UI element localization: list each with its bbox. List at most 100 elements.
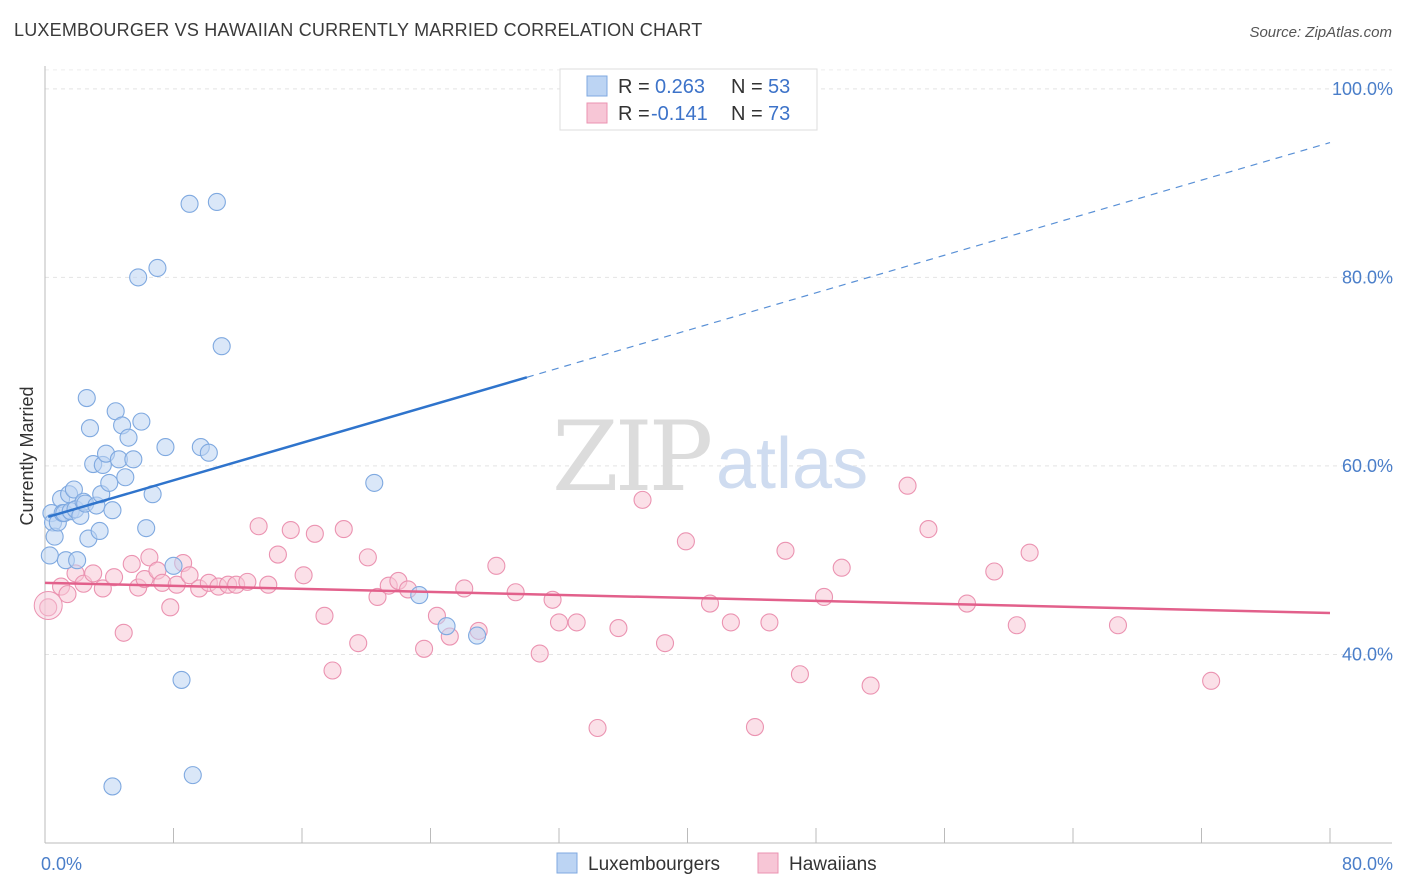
hawaiian-point <box>985 562 1004 581</box>
bottom-legend-label-hawaiians: Hawaiians <box>789 854 877 875</box>
luxembourger-point <box>124 450 143 469</box>
hawaiian-point <box>455 579 474 598</box>
luxembourger-point <box>148 258 167 278</box>
luxembourger-point <box>103 777 122 796</box>
hawaiian-point <box>39 598 58 617</box>
hawaiian-point <box>140 548 159 567</box>
hawaiian-point <box>760 613 779 632</box>
data-points <box>33 192 1221 796</box>
y-tick-label: 60.0% <box>1342 456 1393 476</box>
hawaiian-point <box>268 545 287 564</box>
legend-r-value-1: 0.263 <box>655 76 705 98</box>
x-tick-label: 0.0% <box>41 854 82 874</box>
luxembourger-point <box>199 443 218 462</box>
hawaiian-point <box>249 517 268 536</box>
hawaiian-point <box>281 520 300 540</box>
watermark-atlas: atlas <box>716 424 868 504</box>
hawaiian-point <box>1202 671 1221 690</box>
luxembourger-point <box>410 586 429 605</box>
hawaiian-point <box>567 613 586 632</box>
hawaiian-point <box>305 524 324 543</box>
hawaiian-point <box>33 590 63 620</box>
luxembourger-point <box>129 268 148 287</box>
luxembourger-point <box>156 438 175 457</box>
legend-swatch-hawaiians <box>586 102 608 124</box>
bottom-legend-label-luxembourgers: Luxembourgers <box>588 854 720 875</box>
hawaiian-point <box>506 583 525 602</box>
luxembourger-point <box>164 556 183 575</box>
y-tick-label: 80.0% <box>1342 267 1393 287</box>
luxembourger-point <box>40 546 59 565</box>
y-axis-label: Currently Married <box>17 386 37 525</box>
luxembourger-point <box>100 473 119 492</box>
hawaiian-point <box>1020 543 1039 562</box>
luxembourger-point <box>119 428 138 447</box>
luxembourger-point <box>172 670 191 689</box>
luxembourger-point <box>183 766 202 785</box>
legend-r-value-2: -0.141 <box>651 103 708 125</box>
hawaiian-point <box>368 587 387 607</box>
hawaiian-point <box>633 490 652 509</box>
grid-lines <box>45 69 1392 655</box>
legend-n-label-1: N = <box>731 76 763 98</box>
hawaiian-point <box>84 564 103 583</box>
axes <box>44 66 1392 844</box>
luxembourger-point <box>212 337 231 356</box>
hawaiian-point <box>814 587 834 607</box>
hawaiian-point <box>530 644 549 663</box>
luxembourger-point <box>468 626 487 645</box>
luxembourger-point <box>64 480 83 499</box>
chart-title: LUXEMBOURGER VS HAWAIIAN CURRENTLY MARRI… <box>14 20 703 40</box>
hawaiian-point <box>358 548 377 567</box>
legend-n-label-2: N = <box>731 103 763 125</box>
luxembourger-point <box>103 501 122 520</box>
hawaiian-point <box>549 613 569 632</box>
luxembourger-trend-line <box>47 376 528 519</box>
legend-n-value-2: 73 <box>768 103 790 125</box>
hawaiian-point <box>832 558 851 577</box>
hawaiian-point <box>323 661 342 680</box>
hawaiian-point <box>334 520 353 539</box>
hawaiian-point <box>790 665 809 684</box>
hawaiian-point <box>114 623 133 642</box>
trend-lines <box>44 142 1331 615</box>
hawaiian-trend-line <box>44 581 1331 615</box>
bottom-legend-swatch-hawaiians <box>757 852 779 874</box>
hawaiian-point <box>1007 616 1026 635</box>
hawaiian-point <box>1108 616 1128 635</box>
luxembourger-point <box>116 468 135 487</box>
hawaiian-point <box>180 566 199 585</box>
hawaiian-point <box>294 566 313 585</box>
luxembourger-trend-extension <box>526 142 1331 378</box>
hawaiian-point <box>609 619 628 638</box>
hawaiian-point <box>776 541 795 560</box>
hawaiian-point <box>861 676 880 695</box>
luxembourger-point <box>180 194 199 213</box>
hawaiian-point <box>135 569 154 589</box>
hawaiian-point <box>721 613 740 632</box>
luxembourger-point <box>137 519 156 538</box>
legend-n-value-1: 53 <box>768 76 790 98</box>
legend-swatch-luxembourgers <box>586 75 608 97</box>
hawaiian-point <box>487 556 506 575</box>
hawaiian-point <box>161 598 180 617</box>
legend-r-label-2: R = <box>618 103 650 125</box>
legend-r-label-1: R = <box>618 76 650 98</box>
hawaiian-point <box>415 639 434 658</box>
bottom-legend-swatch-luxembourgers <box>556 852 578 874</box>
luxembourger-point <box>68 551 87 570</box>
luxembourger-point <box>365 473 384 492</box>
hawaiian-point <box>919 520 938 539</box>
hawaiian-point <box>745 717 765 737</box>
hawaiian-point <box>259 575 278 594</box>
top-legend: R = 0.263 N = 53 R = -0.141 N = 73 <box>559 68 818 131</box>
hawaiian-point <box>122 554 141 574</box>
hawaiian-point <box>58 585 77 604</box>
y-tick-label: 100.0% <box>1332 79 1393 99</box>
watermark-zip: ZIP <box>552 401 711 513</box>
hawaiian-point <box>676 532 695 551</box>
luxembourger-point <box>80 419 100 438</box>
hawaiian-point <box>238 572 257 591</box>
luxembourger-point <box>437 617 456 636</box>
